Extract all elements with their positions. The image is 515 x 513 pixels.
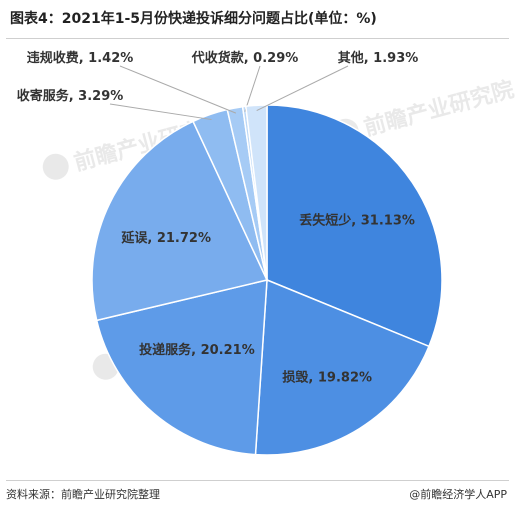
source-note: 资料来源：前瞻产业研究院整理	[6, 488, 160, 501]
leader-line	[244, 65, 261, 112]
leader-line	[256, 65, 349, 112]
footer-divider	[6, 480, 509, 481]
slice-label: 延误, 21.72%	[120, 230, 211, 246]
pie-slice	[95, 279, 268, 456]
pie-slice	[254, 278, 430, 456]
slice-label: 损毁, 19.82%	[282, 369, 372, 385]
chart-title: 图表4：2021年1-5月份快递投诉细分问题占比(单位：%)	[10, 11, 377, 27]
slice-label: 丢失短少, 31.13%	[299, 213, 415, 229]
leader-line	[109, 103, 212, 121]
pie-slice	[91, 120, 269, 322]
slice-label: 收寄服务, 3.29%	[17, 88, 124, 104]
title-divider	[6, 38, 509, 39]
slice-label: 投递服务, 20.21%	[139, 342, 255, 358]
slice-label: 代收货款, 0.29%	[191, 50, 299, 66]
slice-label: 其他, 1.93%	[338, 50, 419, 66]
leader-line	[119, 65, 237, 114]
slice-label: 违规收费, 1.42%	[27, 50, 134, 66]
pie-slice	[266, 104, 443, 348]
brand-credit: @前瞻经济学人APP	[409, 488, 507, 501]
